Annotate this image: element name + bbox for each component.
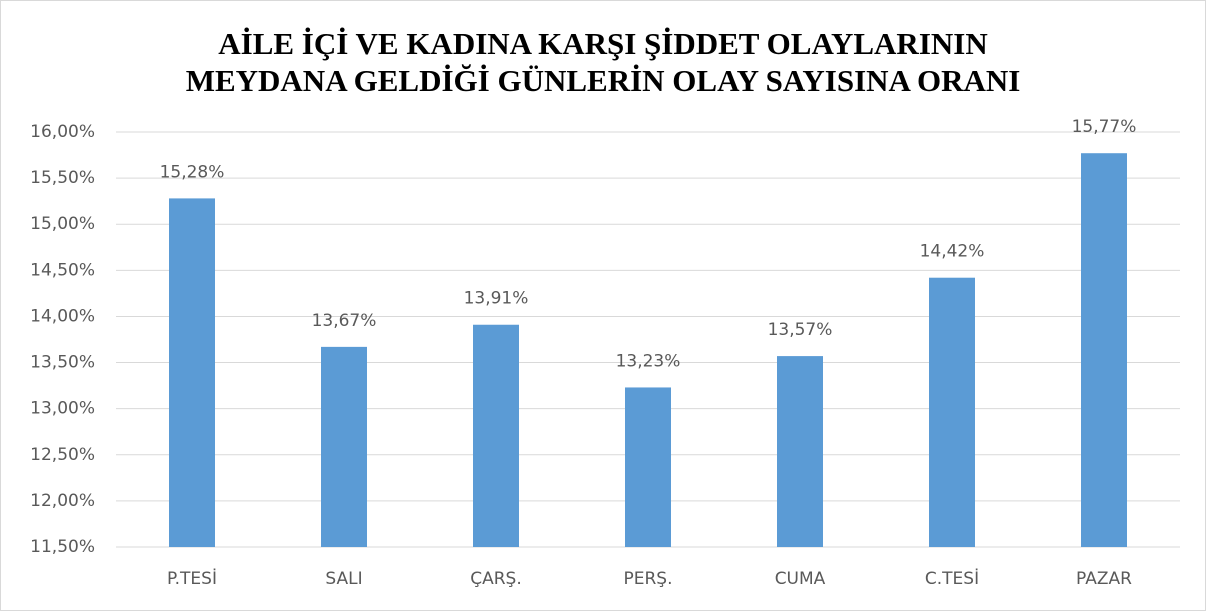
data-label: 13,23% [616, 351, 681, 371]
data-label: 15,28% [160, 162, 225, 182]
y-tick-label: 11,50% [30, 537, 95, 557]
bar [625, 387, 671, 547]
x-tick-label: C.TESİ [925, 568, 979, 589]
y-tick-label: 15,50% [30, 168, 95, 188]
x-tick-label: P.TESİ [167, 568, 217, 589]
y-tick-label: 14,50% [30, 260, 95, 280]
data-label: 13,91% [464, 289, 529, 309]
chart-title: MEYDANA GELDİĞİ GÜNLERİN OLAY SAYISINA O… [186, 63, 1021, 98]
bar [321, 346, 367, 547]
bar [473, 324, 519, 547]
chart-title: AİLE İÇİ VE KADINA KARŞI ŞİDDET OLAYLARI… [218, 26, 987, 61]
bar [1081, 153, 1127, 547]
data-label: 14,42% [920, 242, 985, 262]
data-label: 15,77% [1072, 117, 1137, 137]
bar [169, 198, 215, 547]
y-tick-label: 16,00% [30, 122, 95, 142]
x-tick-label: PERŞ. [624, 569, 673, 589]
y-tick-label: 12,50% [30, 445, 95, 465]
x-tick-label: ÇARŞ. [470, 569, 522, 589]
data-label: 13,57% [768, 320, 833, 340]
data-label: 13,67% [312, 311, 377, 331]
x-tick-label: SALI [325, 569, 362, 589]
y-tick-label: 13,00% [30, 399, 95, 419]
y-tick-label: 13,50% [30, 353, 95, 373]
bar [929, 277, 975, 547]
bar [777, 356, 823, 547]
y-tick-label: 14,00% [30, 306, 95, 326]
x-tick-label: CUMA [775, 569, 826, 589]
y-tick-label: 12,00% [30, 491, 95, 511]
y-tick-label: 15,00% [30, 214, 95, 234]
x-tick-label: PAZAR [1076, 569, 1132, 589]
